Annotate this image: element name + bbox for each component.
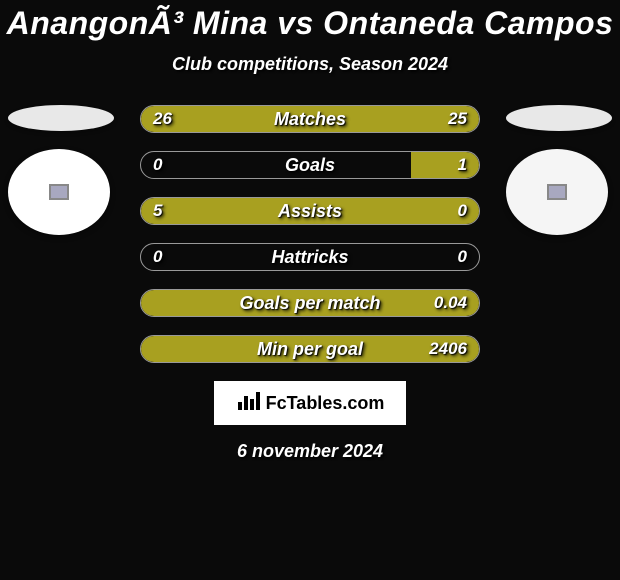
- content-area: 26Matches250Goals15Assists00Hattricks0Go…: [0, 105, 620, 462]
- footer-logo-text: FcTables.com: [266, 393, 385, 414]
- stat-label: Matches: [141, 106, 479, 132]
- page-title: AnangonÃ³ Mina vs Ontaneda Campos: [0, 5, 620, 42]
- stat-label: Goals: [141, 152, 479, 178]
- stat-value-right: 25: [448, 106, 467, 132]
- footer-date: 6 november 2024: [0, 441, 620, 462]
- avatar-ellipse-right: [506, 105, 612, 131]
- stat-row: Goals per match0.04: [140, 289, 480, 317]
- player-left-avatar: [8, 105, 114, 235]
- avatar-ellipse-left: [8, 105, 114, 131]
- stat-label: Goals per match: [141, 290, 479, 316]
- stat-label: Hattricks: [141, 244, 479, 270]
- stat-row: 0Hattricks0: [140, 243, 480, 271]
- stat-row: 26Matches25: [140, 105, 480, 133]
- comparison-infographic: AnangonÃ³ Mina vs Ontaneda Campos Club c…: [0, 0, 620, 462]
- player-right-avatar: [506, 105, 612, 235]
- subtitle: Club competitions, Season 2024: [0, 54, 620, 75]
- avatar-badge-left: [49, 184, 69, 200]
- avatar-badge-right: [547, 184, 567, 200]
- avatar-circle-right: [506, 149, 608, 235]
- stat-value-right: 0: [458, 244, 467, 270]
- stat-value-right: 0: [458, 198, 467, 224]
- stat-row: 0Goals1: [140, 151, 480, 179]
- stat-row: Min per goal2406: [140, 335, 480, 363]
- stat-value-right: 0.04: [434, 290, 467, 316]
- footer-logo: FcTables.com: [214, 381, 406, 425]
- stat-row: 5Assists0: [140, 197, 480, 225]
- chart-icon: [236, 390, 260, 416]
- stat-value-right: 2406: [429, 336, 467, 362]
- avatar-circle-left: [8, 149, 110, 235]
- stat-label: Assists: [141, 198, 479, 224]
- stat-value-right: 1: [458, 152, 467, 178]
- stats-bars: 26Matches250Goals15Assists00Hattricks0Go…: [140, 105, 480, 363]
